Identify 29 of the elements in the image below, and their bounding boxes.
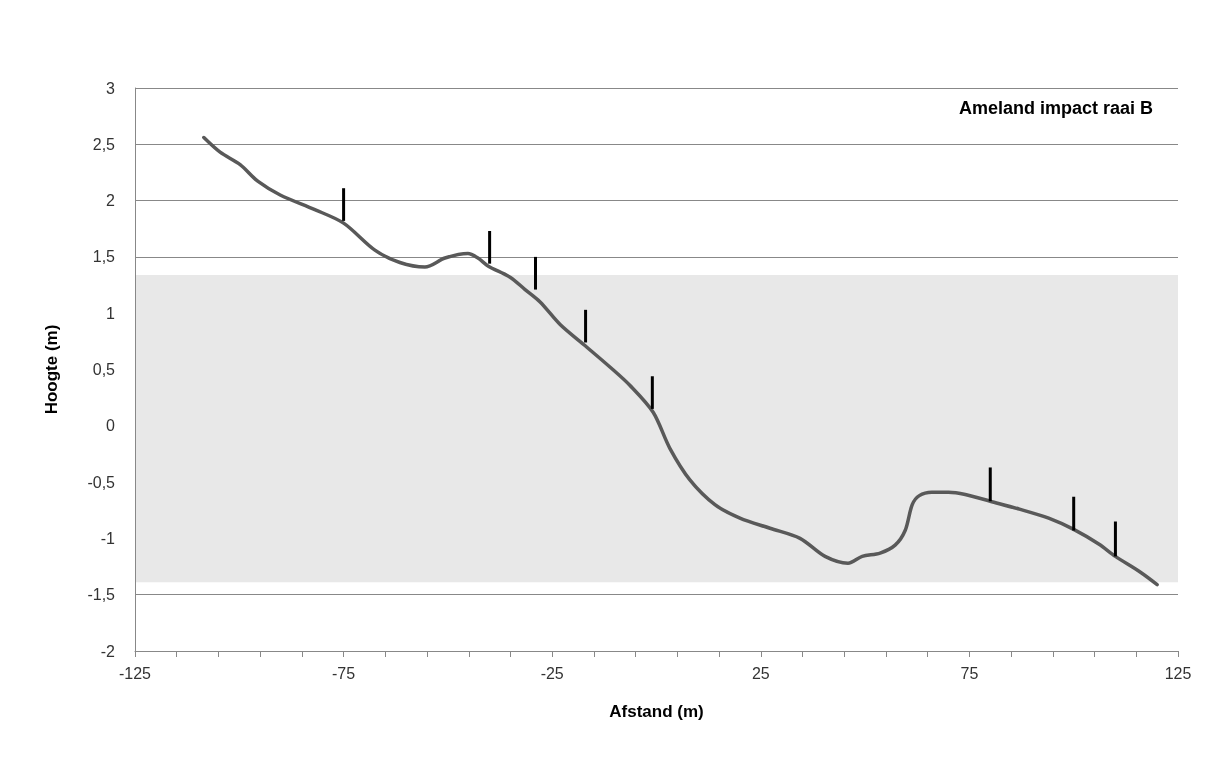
bar [342, 188, 346, 221]
text: Ameland impact raai B [958, 98, 1153, 118]
bar [584, 309, 588, 343]
bar [488, 231, 492, 264]
y-tick-label: -0,5 [87, 473, 116, 491]
y-tick-label: 1 [106, 304, 116, 322]
y-tick-label: -1,5 [87, 586, 116, 604]
x-tick-label: -125 [118, 664, 152, 682]
line-series [202, 135, 1159, 587]
x-tick-label: -75 [332, 664, 356, 682]
x-tick-label: 25 [751, 664, 770, 682]
x-tick-label: 125 [1164, 664, 1192, 682]
y-tick-label: 0,5 [92, 361, 116, 378]
y-tick-label: -1 [100, 529, 116, 547]
y-tick-label: 3 [106, 79, 116, 97]
y-tick-label: 0 [106, 417, 116, 435]
bar [534, 256, 538, 290]
y-axis-title: Hoogte (m) [42, 324, 61, 415]
bar [1072, 496, 1076, 531]
bar [988, 467, 992, 502]
x-tick-label: 75 [960, 664, 979, 682]
bar [1113, 521, 1117, 557]
y-tick-label: 1,5 [92, 248, 116, 266]
y-tick-label: 2 [106, 192, 116, 210]
y-tick-label: -2 [100, 642, 116, 660]
x-axis-title: Afstand (m) [609, 702, 704, 721]
bar [650, 376, 654, 409]
y-tick-label: 2,5 [92, 135, 116, 153]
x-tick-label: -25 [540, 664, 564, 682]
